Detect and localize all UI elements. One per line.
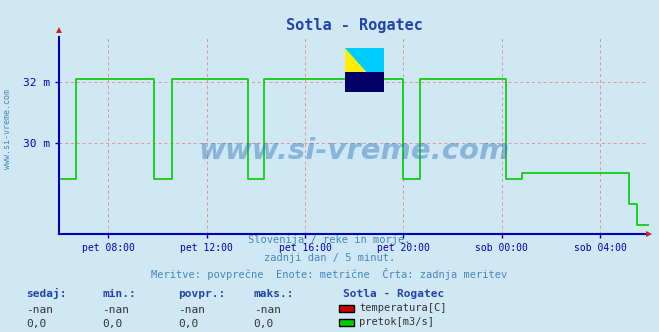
Text: zadnji dan / 5 minut.: zadnji dan / 5 minut. <box>264 253 395 263</box>
Bar <box>345 72 384 92</box>
Text: Slovenija / reke in morje.: Slovenija / reke in morje. <box>248 235 411 245</box>
Polygon shape <box>345 48 384 92</box>
Text: www.si-vreme.com: www.si-vreme.com <box>198 137 510 165</box>
Text: Sotla - Rogatec: Sotla - Rogatec <box>343 289 444 299</box>
Text: 0,0: 0,0 <box>26 319 47 329</box>
Text: www.si-vreme.com: www.si-vreme.com <box>3 90 13 169</box>
Polygon shape <box>345 48 384 92</box>
Text: min.:: min.: <box>102 289 136 299</box>
Text: temperatura[C]: temperatura[C] <box>359 303 447 313</box>
Title: Sotla - Rogatec: Sotla - Rogatec <box>286 18 422 33</box>
Text: Meritve: povprečne  Enote: metrične  Črta: zadnja meritev: Meritve: povprečne Enote: metrične Črta:… <box>152 268 507 280</box>
Text: 0,0: 0,0 <box>178 319 198 329</box>
Text: -nan: -nan <box>102 305 129 315</box>
Text: 0,0: 0,0 <box>102 319 123 329</box>
Text: 0,0: 0,0 <box>254 319 274 329</box>
Text: -nan: -nan <box>178 305 205 315</box>
Text: -nan: -nan <box>254 305 281 315</box>
Text: maks.:: maks.: <box>254 289 294 299</box>
Text: povpr.:: povpr.: <box>178 289 225 299</box>
Text: -nan: -nan <box>26 305 53 315</box>
Text: pretok[m3/s]: pretok[m3/s] <box>359 317 434 327</box>
Text: sedaj:: sedaj: <box>26 288 67 299</box>
